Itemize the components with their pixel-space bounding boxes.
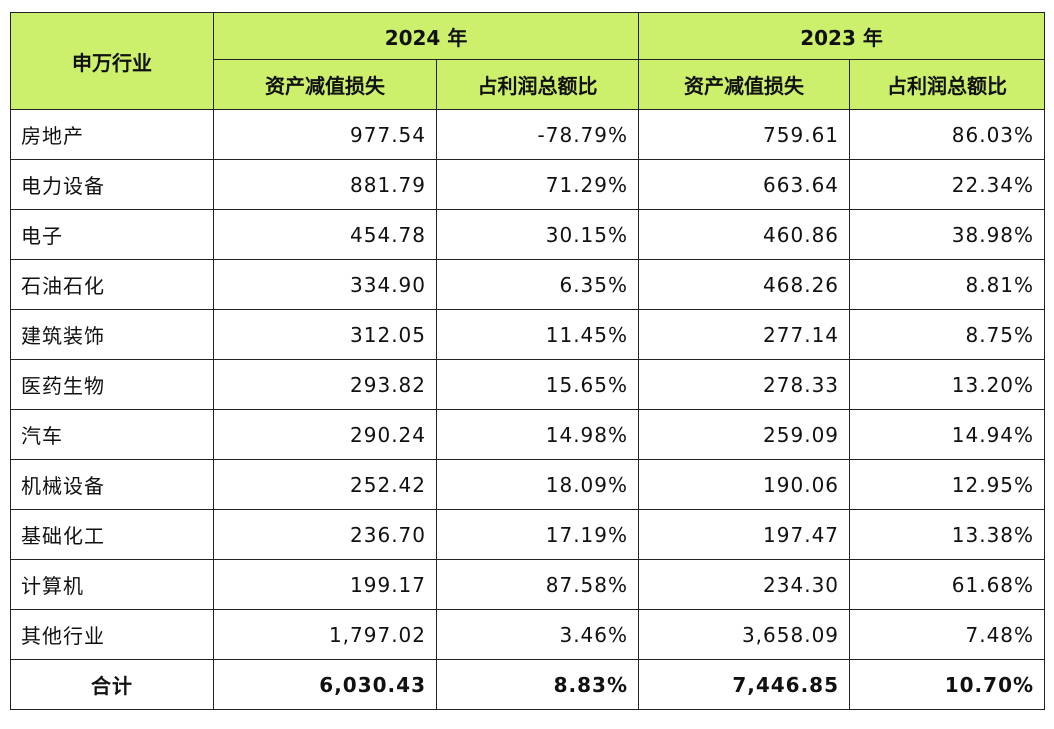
value-cell: 977.54 [213, 109, 437, 160]
industry-cell: 其他行业 [10, 609, 214, 660]
industry-cell: 汽车 [10, 409, 214, 460]
header-cell: 申万行业 [10, 12, 214, 110]
value-cell: 7.48% [849, 609, 1046, 660]
table-row: 建筑装饰 312.05 11.45% 277.14 8.75% [10, 309, 1046, 360]
value-cell: 8.75% [849, 309, 1046, 360]
table-row: 机械设备 252.42 18.09% 190.06 12.95% [10, 459, 1046, 510]
value-cell: 10.70% [849, 659, 1046, 710]
header-row: 申万行业 2024 年 2023 年 [10, 12, 1046, 110]
value-cell: 197.47 [638, 509, 851, 560]
value-cell: 17.19% [435, 509, 640, 560]
value-cell: 61.68% [849, 559, 1046, 610]
industry-cell: 石油石化 [10, 259, 214, 310]
header-cell: 资产减值损失 [638, 59, 851, 110]
value-cell: 8.83% [435, 659, 640, 710]
table-row: 电力设备 881.79 71.29% 663.64 22.34% [10, 159, 1046, 210]
value-cell: 312.05 [213, 309, 437, 360]
value-cell: 334.90 [213, 259, 437, 310]
value-cell: 290.24 [213, 409, 437, 460]
value-cell: 13.20% [849, 359, 1046, 410]
value-cell: 277.14 [638, 309, 851, 360]
value-cell: 7,446.85 [638, 659, 851, 710]
value-cell: 15.65% [435, 359, 640, 410]
value-cell: 199.17 [213, 559, 437, 610]
table-body: 房地产 977.54 -78.79% 759.61 86.03% 电力设备 881.79 71… [10, 109, 1046, 710]
value-cell: 252.42 [213, 459, 437, 510]
value-cell: 14.98% [435, 409, 640, 460]
value-cell: 11.45% [435, 309, 640, 360]
industry-cell: 计算机 [10, 559, 214, 610]
table-row: 汽车 290.24 14.98% 259.09 14.94% [10, 409, 1046, 460]
value-cell: 22.34% [849, 159, 1046, 210]
value-cell: 6.35% [435, 259, 640, 310]
table-row: 医药生物 293.82 15.65% 278.33 13.20% [10, 359, 1046, 410]
industry-cell: 建筑装饰 [10, 309, 214, 360]
table-row: 计算机 199.17 87.58% 234.30 61.68% [10, 559, 1046, 610]
value-cell: 8.81% [849, 259, 1046, 310]
value-cell: 468.26 [638, 259, 851, 310]
value-cell: 13.38% [849, 509, 1046, 560]
value-cell: 278.33 [638, 359, 851, 410]
value-cell: 881.79 [213, 159, 437, 210]
header-cell: 占利润总额比 [435, 59, 640, 110]
industry-cell: 机械设备 [10, 459, 214, 510]
value-cell: 259.09 [638, 409, 851, 460]
value-cell: 30.15% [435, 209, 640, 260]
table-row: 石油石化 334.90 6.35% 468.26 8.81% [10, 259, 1046, 310]
table-row: 电子 454.78 30.15% 460.86 38.98% [10, 209, 1046, 260]
value-cell: 3,658.09 [638, 609, 851, 660]
value-cell: 460.86 [638, 209, 851, 260]
value-cell: 3.46% [435, 609, 640, 660]
header-cell: 2023 年 [638, 12, 1046, 60]
value-cell: 1,797.02 [213, 609, 437, 660]
industry-cell: 合计 [10, 659, 214, 710]
value-cell: 38.98% [849, 209, 1046, 260]
table-row: 房地产 977.54 -78.79% 759.61 86.03% [10, 109, 1046, 160]
header-row: 资产减值损失 占利润总额比 资产减值损失 占利润总额比 [11, 59, 1046, 110]
value-cell: 663.64 [638, 159, 851, 210]
value-cell: 759.61 [638, 109, 851, 160]
value-cell: 18.09% [435, 459, 640, 510]
value-cell: 86.03% [849, 109, 1046, 160]
data-table: 申万行业 2024 年 2023 年 资产减值损失 占利润总额比 资产减值损失 … [10, 12, 1046, 710]
value-cell: 234.30 [638, 559, 851, 610]
industry-cell: 电力设备 [10, 159, 214, 210]
table-row: 基础化工 236.70 17.19% 197.47 13.38% [10, 509, 1046, 560]
table-row: 其他行业 1,797.02 3.46% 3,658.09 7.48% [10, 609, 1046, 660]
value-cell: 87.58% [435, 559, 640, 610]
industry-cell: 房地产 [10, 109, 214, 160]
industry-cell: 电子 [10, 209, 214, 260]
value-cell: 293.82 [213, 359, 437, 410]
value-cell: 12.95% [849, 459, 1046, 510]
industry-cell: 基础化工 [10, 509, 214, 560]
header-cell: 占利润总额比 [849, 59, 1046, 110]
value-cell: 236.70 [213, 509, 437, 560]
table-header: 申万行业 2024 年 2023 年 资产减值损失 占利润总额比 资产减值损失 … [10, 12, 1046, 110]
value-cell: 6,030.43 [213, 659, 437, 710]
header-cell: 资产减值损失 [213, 59, 437, 110]
industry-cell: 医药生物 [10, 359, 214, 410]
total-row: 合计 6,030.43 8.83% 7,446.85 10.70% [10, 659, 1046, 710]
value-cell: 14.94% [849, 409, 1046, 460]
value-cell: -78.79% [435, 109, 640, 160]
header-cell: 2024 年 [212, 12, 640, 60]
value-cell: 454.78 [213, 209, 437, 260]
value-cell: 71.29% [435, 159, 640, 210]
value-cell: 190.06 [638, 459, 851, 510]
